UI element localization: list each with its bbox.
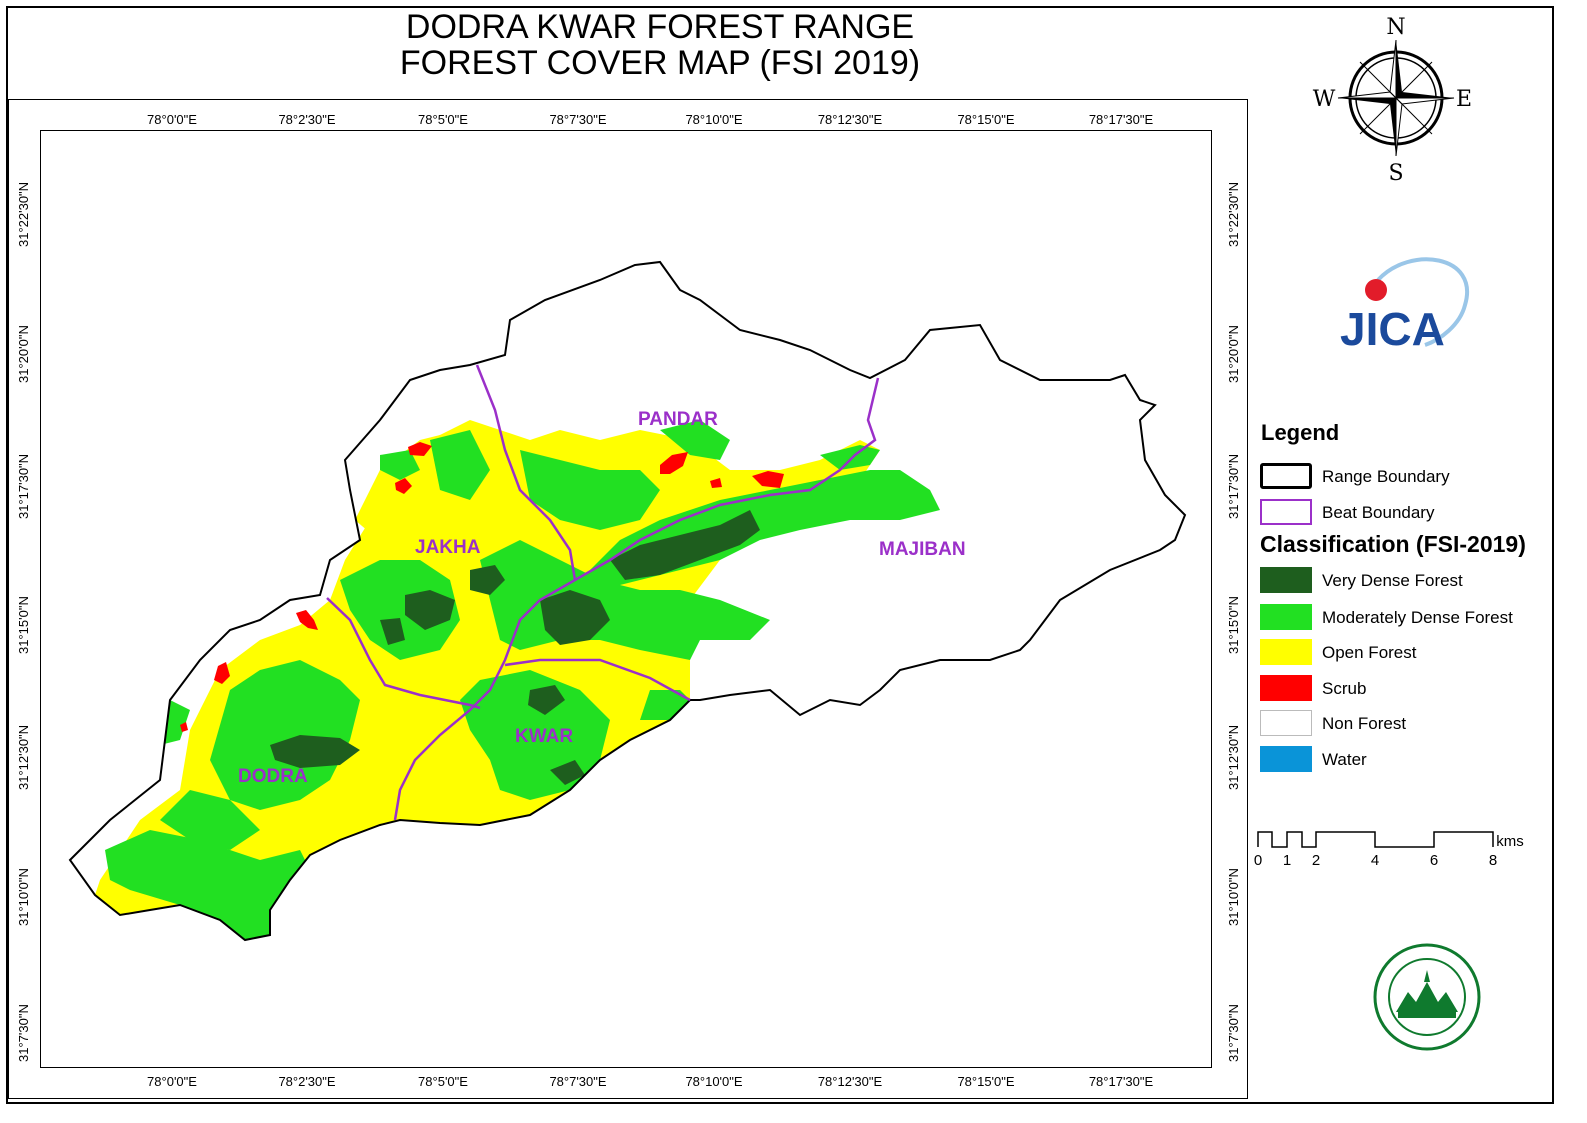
legend-label: Moderately Dense Forest (1322, 608, 1513, 627)
scale-unit: kms (1496, 833, 1524, 850)
jica-wordmark: JICA (1340, 303, 1445, 355)
range-boundary (68, 260, 1187, 942)
lon-tick-top: 78°15'0"E (957, 112, 1015, 127)
lon-tick-bottom: 78°10'0"E (685, 1074, 743, 1089)
legend-swatch (1260, 746, 1312, 772)
legend-swatch (1260, 710, 1312, 736)
map-border (6, 6, 1554, 1104)
legend-swatch (1260, 604, 1312, 630)
lon-tick-top: 78°12'30"E (817, 112, 883, 127)
lon-tick-bottom: 78°5'0"E (418, 1074, 468, 1089)
map-title-line-2: FOREST COVER MAP (FSI 2019) (399, 44, 921, 82)
map-data-frame (40, 130, 1212, 1068)
forest-classes (95, 420, 940, 940)
scale-label: 8 (1488, 852, 1498, 869)
legend-title: Legend (1261, 420, 1340, 445)
lon-tick-top: 78°10'0"E (685, 112, 743, 127)
legend-swatch (1260, 675, 1312, 701)
legend-label: Open Forest (1322, 643, 1417, 662)
compass-e: E (1456, 87, 1472, 112)
map-title-line-1: DODRA KWAR FOREST RANGE (405, 8, 915, 46)
legend-label: Beat Boundary (1322, 503, 1435, 522)
scale-label: 2 (1311, 852, 1321, 869)
lon-tick-top: 78°17'30"E (1088, 112, 1154, 127)
legend-swatch (1260, 499, 1312, 525)
lon-tick-top: 78°2'30"E (278, 112, 336, 127)
lon-tick-bottom: 78°17'30"E (1088, 1074, 1154, 1089)
lon-tick-bottom: 78°7'30"E (549, 1074, 607, 1089)
scale-label: 0 (1253, 852, 1263, 869)
scale-label: 4 (1370, 852, 1380, 869)
scale-label: 6 (1429, 852, 1439, 869)
lon-tick-top: 78°5'0"E (418, 112, 468, 127)
forest-department-seal (1373, 943, 1481, 1051)
legend-swatch (1260, 639, 1312, 665)
beat-label-pandar: PANDAR (638, 409, 718, 430)
compass-rose-icon: N S W E (1313, 15, 1472, 185)
compass-w: W (1313, 87, 1336, 112)
legend-swatch (1260, 463, 1312, 489)
compass-s: S (1388, 161, 1403, 185)
beat-label-majiban: MAJIBAN (879, 539, 966, 560)
beat-label-kwar: KWAR (515, 726, 573, 747)
classification-title: Classification (FSI-2019) (1260, 531, 1526, 557)
beat-boundaries (326, 364, 880, 821)
scale-bar (1257, 831, 1494, 848)
beat-label-dodra: DODRA (238, 766, 308, 787)
beat-label-jakha: JAKHA (415, 537, 481, 558)
legend-label: Non Forest (1322, 714, 1407, 733)
legend-label: Very Dense Forest (1322, 571, 1463, 590)
legend-label: Range Boundary (1322, 467, 1450, 486)
compass-n: N (1386, 15, 1405, 40)
lon-tick-bottom: 78°2'30"E (278, 1074, 336, 1089)
lon-tick-bottom: 78°15'0"E (957, 1074, 1015, 1089)
lon-tick-top: 78°7'30"E (549, 112, 607, 127)
scale-label: 1 (1282, 852, 1292, 869)
legend-label: Water (1322, 750, 1367, 769)
legend-label: Scrub (1322, 679, 1367, 698)
jica-logo: JICA (1340, 257, 1469, 355)
lon-tick-top: 78°0'0"E (147, 112, 197, 127)
map-frame (8, 99, 1248, 1099)
legend-swatch (1260, 567, 1312, 593)
lon-tick-bottom: 78°12'30"E (817, 1074, 883, 1089)
lon-tick-bottom: 78°0'0"E (147, 1074, 197, 1089)
